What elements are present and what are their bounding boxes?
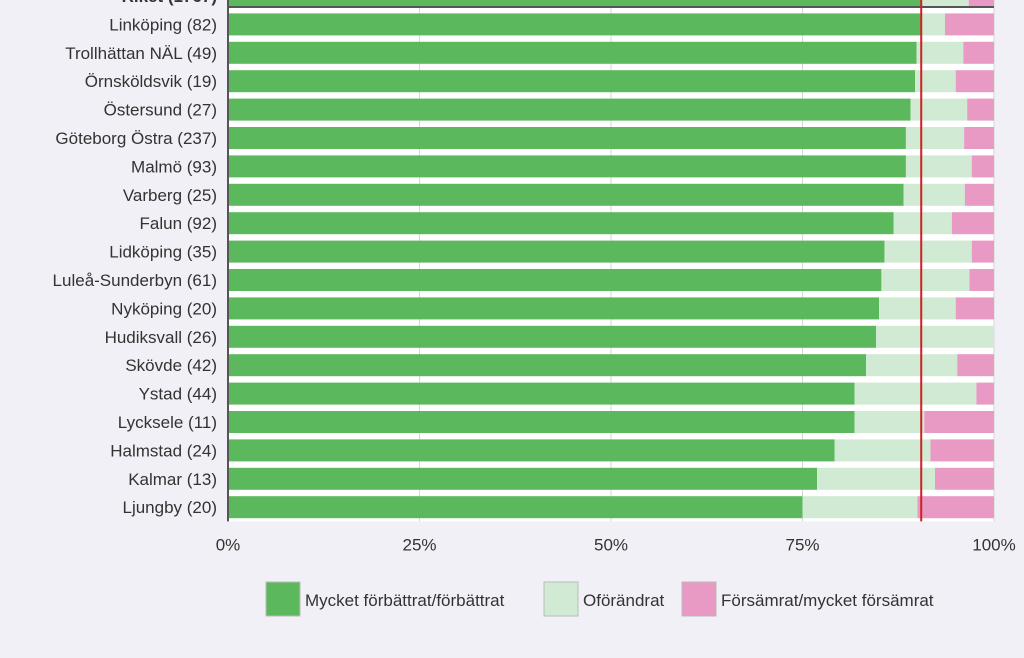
- bar-segment: [976, 382, 994, 405]
- category-label: Örnsköldsvik (19): [85, 72, 217, 91]
- x-tick-label: 75%: [785, 535, 819, 554]
- bar-segment: [228, 127, 906, 149]
- category-label: Göteborg Östra (237): [55, 129, 217, 148]
- bar-segment: [920, 13, 945, 36]
- bar-segment: [893, 212, 952, 235]
- bar-segment: [854, 411, 925, 433]
- bar-segment: [228, 382, 855, 405]
- bar-segment: [879, 297, 956, 320]
- category-label: Linköping (82): [109, 15, 217, 34]
- bar-segment: [228, 269, 882, 291]
- bar-segment: [834, 439, 931, 462]
- category-label: Trollhättan NÄL (49): [65, 44, 217, 63]
- bar-segment: [968, 0, 994, 7]
- bar-segment: [951, 212, 994, 235]
- bar-segment: [955, 297, 994, 320]
- bar-segment: [228, 41, 917, 64]
- legend-swatch: [681, 581, 717, 617]
- category-label: Luleå-Sunderbyn (61): [53, 271, 217, 290]
- category-label: Ystad (44): [139, 385, 217, 404]
- bar-segment: [955, 70, 994, 93]
- bar-segment: [228, 439, 835, 462]
- bar-segment: [854, 382, 977, 405]
- bar-segment: [228, 496, 803, 519]
- x-tick-label: 0%: [216, 535, 241, 554]
- bar-segment: [905, 127, 965, 149]
- category-label: Riket (1767): [122, 0, 217, 6]
- bar-segment: [802, 496, 918, 519]
- bar-segment: [228, 354, 867, 377]
- bar-segment: [228, 467, 818, 490]
- bar-segment: [228, 98, 911, 121]
- bar-segment: [967, 98, 994, 121]
- bars: [228, 0, 994, 519]
- category-label: Nyköping (20): [111, 299, 217, 318]
- category-label: Östersund (27): [104, 101, 217, 120]
- bar-segment: [228, 13, 921, 36]
- bar-segment: [944, 13, 994, 36]
- bar-segment: [964, 183, 994, 206]
- bar-segment: [924, 411, 994, 433]
- bar-segment: [971, 155, 994, 178]
- category-label: Kalmar (13): [128, 470, 217, 489]
- x-tick-labels: 0% 25% 50% 75% 100%: [216, 535, 1016, 554]
- bar-segment: [971, 240, 994, 263]
- category-label: Skövde (42): [125, 356, 217, 375]
- bar-segment: [915, 70, 956, 93]
- legend-swatch: [265, 581, 301, 617]
- bar-segment: [228, 411, 855, 433]
- legend-label: Oförändrat: [583, 591, 665, 610]
- category-label: Ljungby (20): [122, 498, 217, 517]
- bar-segment: [916, 41, 964, 64]
- bar-segment: [228, 325, 877, 348]
- bar-segment: [963, 41, 994, 64]
- x-tick-label: 25%: [402, 535, 436, 554]
- bar-segment: [969, 269, 994, 291]
- bar-segment: [884, 240, 972, 263]
- legend-label: Försämrat/mycket försämrat: [721, 591, 934, 610]
- bar-segment: [905, 155, 972, 178]
- bar-segment: [228, 155, 906, 178]
- category-label: Lidköping (35): [109, 243, 217, 262]
- bar-segment: [228, 0, 922, 7]
- bar-segment: [903, 183, 965, 206]
- bar-segment: [817, 467, 936, 490]
- bar-segment: [881, 269, 970, 291]
- category-label: Lycksele (11): [118, 413, 217, 432]
- category-label: Varberg (25): [123, 186, 217, 205]
- bar-segment: [935, 467, 994, 490]
- category-label: Halmstad (24): [110, 441, 217, 460]
- axes: [227, 0, 994, 522]
- bar-segment: [917, 496, 994, 519]
- bar-segment: [228, 70, 916, 93]
- bar-segment: [910, 98, 968, 121]
- bar-segment: [228, 240, 885, 263]
- bar-segment: [228, 183, 904, 206]
- category-label: Malmö (93): [131, 157, 217, 176]
- category-label: Hudiksvall (26): [105, 328, 217, 347]
- legend-swatch: [543, 581, 579, 617]
- bar-segment: [866, 354, 958, 377]
- bar-segment: [228, 212, 894, 235]
- category-label: Falun (92): [140, 214, 217, 233]
- legend: Mycket förbättrat/förbättrat Oförändrat Fö…: [265, 581, 934, 617]
- bar-segment: [930, 439, 994, 462]
- bar-segment: [921, 0, 969, 7]
- x-tick-label: 50%: [594, 535, 628, 554]
- category-labels: Riket (1767) Linköping (82) Trollhättan NÄ…: [53, 0, 217, 517]
- legend-label: Mycket förbättrat/förbättrat: [305, 591, 505, 610]
- bar-segment: [964, 127, 994, 149]
- bar-segment: [876, 325, 994, 348]
- bar-segment: [957, 354, 994, 377]
- x-tick-label: 100%: [972, 535, 1015, 554]
- bar-segment: [228, 297, 880, 320]
